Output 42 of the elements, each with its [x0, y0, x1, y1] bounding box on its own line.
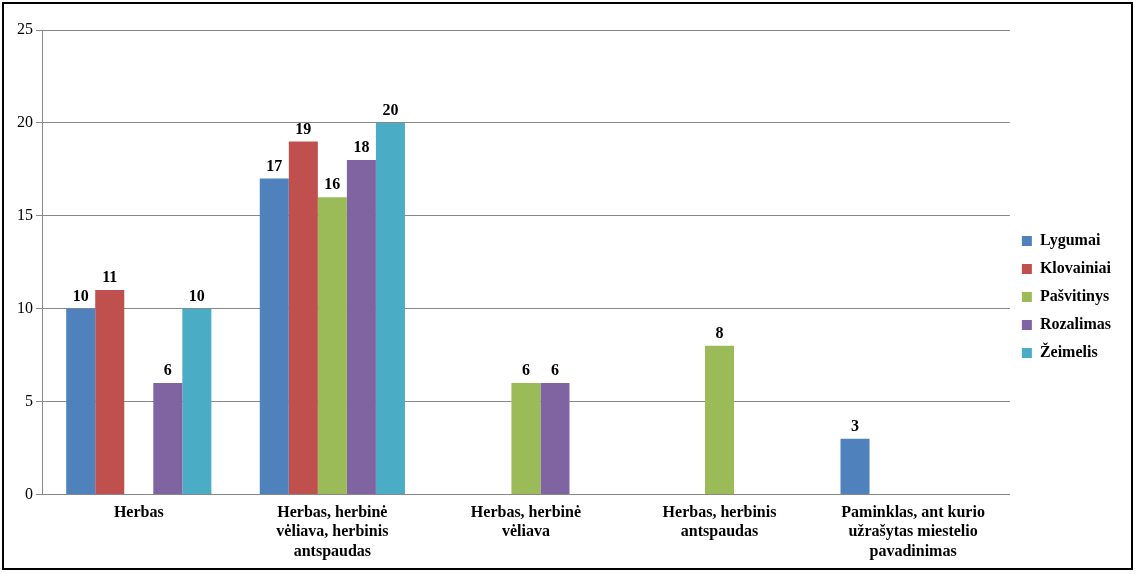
data-label: 3 [851, 416, 860, 434]
y-tick-label: 25 [17, 20, 33, 38]
bar [375, 122, 405, 494]
y-tick-label: 10 [17, 298, 33, 316]
bar [95, 290, 125, 494]
x-tick-label: Herbas, herbinė vėliava [470, 503, 582, 540]
x-tick-label: Herbas, herbinis antspaudas [662, 503, 777, 541]
legend-label: Žeimelis [1039, 342, 1098, 361]
y-tick-label: 15 [17, 205, 33, 223]
bar [840, 438, 870, 494]
data-label: 8 [715, 323, 724, 341]
y-tick-label: 5 [25, 391, 33, 409]
bar [511, 382, 541, 494]
bar [182, 308, 212, 494]
bar [346, 160, 376, 494]
bar [66, 308, 96, 494]
x-tick-label: Herbas, herbinė vėliava, herbinis antspaudas [276, 503, 389, 560]
data-label: 11 [102, 268, 118, 286]
x-tick-label: Herbas [113, 503, 164, 521]
bar [704, 345, 735, 494]
data-label: 16 [324, 175, 341, 193]
y-tick-label: 20 [17, 113, 33, 131]
legend-label: Pašvitinys [1039, 287, 1110, 306]
legend-label: Klovainiai [1039, 259, 1112, 277]
data-label: 6 [550, 361, 559, 379]
data-label: 6 [163, 361, 172, 379]
y-tick-label: 0 [25, 484, 33, 502]
bar [317, 197, 347, 494]
bar [259, 178, 289, 494]
x-tick-label: Paminklas, ant kurio užrašytas miestelio pavadinimas [841, 503, 985, 560]
bar [288, 141, 318, 494]
data-label: 10 [188, 286, 205, 304]
data-label: 17 [266, 156, 283, 174]
legend-label: Rozalimas [1039, 315, 1111, 333]
bar [153, 382, 183, 494]
data-label: 20 [382, 101, 399, 119]
data-label: 19 [295, 119, 312, 137]
data-label: 10 [72, 286, 89, 304]
data-label: 6 [521, 361, 530, 379]
bar [540, 382, 570, 494]
data-label: 18 [353, 138, 370, 156]
legend-label: Lygumai [1039, 231, 1101, 250]
